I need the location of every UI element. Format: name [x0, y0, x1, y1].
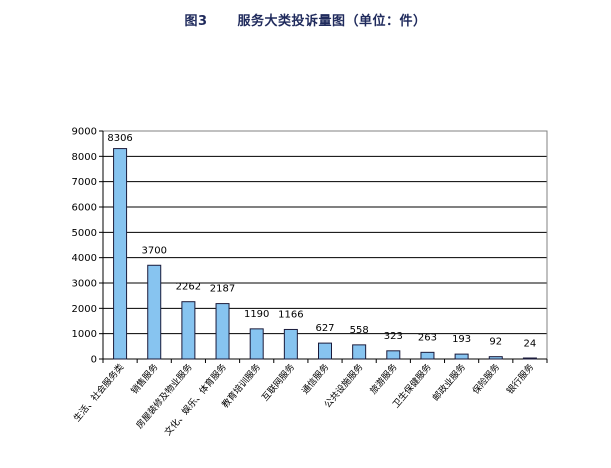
bar	[249, 328, 264, 360]
y-tick-label: 1000	[72, 329, 97, 340]
data-label: 627	[315, 323, 334, 334]
category-label: 互联网服务	[259, 361, 297, 403]
bar	[352, 344, 367, 360]
bars	[113, 148, 537, 360]
data-label: 1166	[278, 309, 303, 320]
y-tick-label: 3000	[72, 279, 97, 290]
data-label: 1190	[244, 309, 269, 320]
data-label: 3700	[142, 245, 167, 256]
category-label: 邮政业服务	[430, 361, 468, 403]
category-label: 通信服务	[299, 361, 331, 396]
category-label: 旅游服务	[367, 361, 399, 396]
gridlines	[103, 130, 547, 335]
data-label: 24	[524, 338, 537, 349]
y-tick-label: 6000	[72, 203, 97, 214]
bar	[181, 301, 196, 360]
figure-title-text: 服务大类投诉量图（单位：件）	[237, 14, 427, 29]
bar	[283, 328, 298, 360]
bar	[147, 264, 162, 360]
category-label: 保险服务	[470, 361, 502, 396]
category-label: 文化、娱乐、体育服务	[162, 361, 229, 438]
data-label: 8306	[107, 133, 132, 144]
bar	[522, 357, 537, 360]
category-label: 银行服务	[504, 361, 536, 396]
bar	[318, 342, 332, 360]
data-label: 558	[350, 325, 369, 336]
y-tick-label: 5000	[72, 228, 97, 239]
category-label: 生活、社会服务类	[71, 361, 126, 424]
data-label: 92	[489, 337, 502, 348]
y-tick-label: 8000	[72, 152, 97, 163]
bar	[454, 353, 469, 360]
data-labels: 8306 3700 2262 2187 1190 1166 627 558 323 263 193 9…	[107, 133, 536, 349]
y-tick-label: 4000	[72, 253, 97, 264]
chart-title: 图3 服务大类投诉量图（单位：件）	[0, 10, 611, 29]
figure-number: 图3	[184, 14, 208, 29]
y-tick-label: 0	[91, 355, 97, 366]
category-labels: 生活、社会服务类 销售服务房屋装修及物业服务文化、娱乐、体育服务教育培训服务互联网…	[71, 361, 536, 438]
data-label: 2262	[176, 282, 201, 293]
data-label: 323	[384, 331, 403, 342]
bar	[113, 148, 128, 360]
y-tick-label: 2000	[72, 304, 97, 315]
data-label: 2187	[210, 284, 235, 295]
y-tick-label: 7000	[72, 177, 97, 188]
bar	[386, 350, 401, 360]
y-tick-label: 9000	[72, 127, 97, 138]
category-label: 销售服务	[128, 361, 160, 396]
bar	[488, 356, 503, 360]
y-tick-labels: 0 1000 2000 3000 4000 5000 6000 7000 8000 9000	[72, 127, 97, 366]
data-label: 193	[452, 334, 471, 345]
bar	[420, 351, 435, 360]
bar	[215, 303, 230, 360]
data-label: 263	[418, 332, 437, 343]
